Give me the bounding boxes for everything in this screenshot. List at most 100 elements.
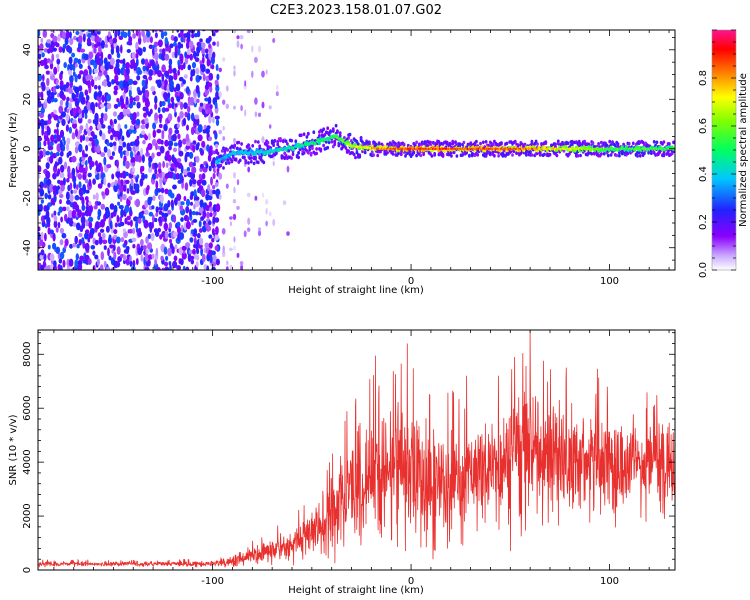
heatmap-cell bbox=[274, 151, 278, 156]
heatmap-cell bbox=[95, 102, 98, 108]
heatmap-cell bbox=[168, 222, 173, 230]
heatmap-cell bbox=[168, 145, 172, 151]
heatmap-cell bbox=[399, 152, 403, 157]
heatmap-cell bbox=[119, 128, 123, 137]
heatmap-cell bbox=[155, 247, 159, 256]
heatmap-cell bbox=[77, 73, 82, 80]
heatmap-cell bbox=[182, 117, 187, 126]
heatmap-cell bbox=[198, 185, 204, 192]
heatmap-cell bbox=[59, 227, 64, 234]
heatmap-cell bbox=[113, 85, 119, 91]
heatmap-cell bbox=[208, 194, 213, 201]
heatmap-cell bbox=[209, 145, 213, 152]
heatmap-cell bbox=[189, 237, 194, 243]
heatmap-cell bbox=[62, 177, 66, 186]
heatmap-cell bbox=[579, 153, 582, 158]
heatmap-cell bbox=[173, 255, 178, 262]
heatmap-cell bbox=[105, 266, 111, 270]
heatmap-cell bbox=[212, 157, 217, 164]
heatmap-cell bbox=[78, 63, 83, 69]
heatmap-cell bbox=[159, 176, 163, 186]
heatmap-cell bbox=[238, 158, 242, 163]
heatmap-cell bbox=[212, 172, 216, 180]
heatmap-cell bbox=[415, 140, 418, 145]
heatmap-cell bbox=[52, 47, 57, 52]
heatmap-cell bbox=[240, 43, 243, 50]
colorbar-tick-label: 0.8 bbox=[698, 70, 709, 86]
heatmap-cell bbox=[94, 35, 100, 44]
heatmap-cell bbox=[119, 221, 125, 227]
heatmap-cell bbox=[149, 36, 153, 44]
heatmap-cell bbox=[65, 100, 69, 109]
heatmap-cell bbox=[76, 244, 80, 249]
heatmap-cell bbox=[88, 51, 94, 60]
heatmap-cell bbox=[158, 167, 162, 174]
heatmap-cell bbox=[354, 155, 357, 160]
heatmap-cell bbox=[193, 236, 197, 245]
heatmap-cell bbox=[176, 158, 182, 163]
heatmap-cell bbox=[257, 230, 262, 237]
heatmap-cell bbox=[128, 196, 133, 201]
heatmap-cell bbox=[201, 140, 206, 148]
heatmap-cell bbox=[178, 150, 184, 157]
heatmap-cell bbox=[312, 130, 316, 134]
heatmap-cell bbox=[87, 118, 92, 124]
heatmap-cell bbox=[177, 133, 181, 140]
heatmap-cell bbox=[146, 184, 150, 191]
heatmap-cell bbox=[168, 58, 173, 66]
heatmap-cell bbox=[100, 103, 105, 108]
heatmap-cell bbox=[81, 30, 86, 33]
heatmap-cell bbox=[199, 102, 204, 107]
heatmap-cell bbox=[165, 255, 169, 261]
heatmap-cell bbox=[126, 246, 130, 251]
heatmap-cell bbox=[161, 212, 165, 218]
heatmap-cell bbox=[207, 154, 212, 162]
heatmap-cell bbox=[214, 79, 219, 86]
heatmap-cell bbox=[45, 162, 50, 170]
heatmap-cell bbox=[97, 232, 102, 238]
heatmap-cell bbox=[168, 67, 173, 74]
heatmap-cell bbox=[513, 139, 517, 144]
heatmap-cell bbox=[109, 142, 114, 148]
heatmap-cell bbox=[348, 132, 352, 137]
heatmap-cell bbox=[161, 48, 166, 55]
heatmap-cell bbox=[247, 217, 251, 225]
heatmap-cell bbox=[132, 260, 136, 268]
heatmap-cell bbox=[193, 95, 197, 104]
heatmap-cell bbox=[131, 58, 135, 66]
heatmap-cell bbox=[205, 25, 210, 30]
heatmap-cell bbox=[194, 114, 200, 120]
heatmap-cell bbox=[99, 264, 104, 270]
heatmap-cell bbox=[94, 239, 99, 246]
heatmap-cell bbox=[125, 150, 130, 157]
heatmap-cell bbox=[86, 37, 91, 45]
heatmap-cell bbox=[96, 258, 100, 266]
heatmap-cell bbox=[60, 111, 66, 118]
heatmap-cell bbox=[92, 194, 96, 200]
heatmap-cell bbox=[108, 234, 112, 241]
heatmap-cell bbox=[77, 58, 82, 65]
heatmap-cell bbox=[180, 43, 184, 49]
heatmap-cell bbox=[256, 160, 260, 165]
heatmap-cell bbox=[93, 68, 98, 74]
heatmap-cell bbox=[130, 178, 134, 187]
heatmap-cell bbox=[236, 146, 239, 151]
heatmap-cell bbox=[473, 143, 477, 147]
heatmap-cell bbox=[152, 129, 157, 138]
heatmap-cell bbox=[75, 253, 80, 261]
snr-series-line bbox=[38, 330, 675, 568]
heatmap-cell bbox=[42, 74, 45, 82]
heatmap-cell bbox=[198, 220, 202, 228]
heatmap-cell bbox=[117, 177, 121, 186]
spectrogram-ticks: -100 0 100 -40 -20 0 20 40 bbox=[22, 30, 675, 287]
heatmap-cell bbox=[161, 216, 165, 222]
heatmap-cell bbox=[126, 49, 131, 53]
heatmap-cell bbox=[132, 80, 138, 86]
heatmap-cell bbox=[204, 97, 209, 102]
heatmap-cell bbox=[168, 261, 172, 266]
heatmap-cell bbox=[116, 167, 120, 172]
heatmap-cell bbox=[262, 160, 266, 165]
heatmap-cell bbox=[84, 196, 89, 201]
heatmap-cell bbox=[201, 47, 206, 55]
y-tick-label: 0 bbox=[22, 567, 33, 573]
